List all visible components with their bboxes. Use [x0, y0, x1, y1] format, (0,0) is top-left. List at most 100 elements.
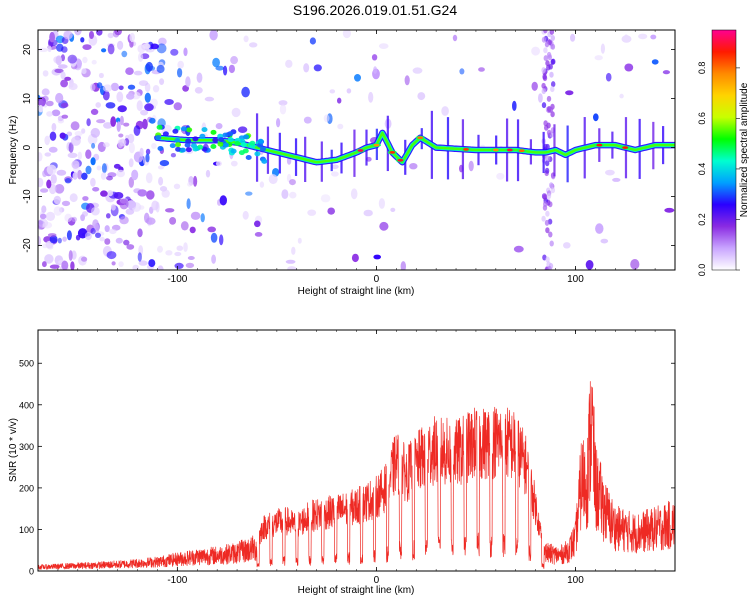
- spectrogram-noise-blob: [46, 179, 52, 189]
- spectrogram-noise-blob: [126, 200, 137, 209]
- spectrogram-ridge-blob: [201, 127, 208, 133]
- spectrogram-noise-blob: [129, 32, 135, 43]
- spectrogram-noise-blob: [77, 151, 83, 160]
- spectrogram-noise-blob: [378, 43, 389, 49]
- spectrogram-noise-blob: [119, 216, 129, 225]
- spectrogram-noise-blob: [550, 86, 555, 93]
- spectrogram-noise-blob: [149, 117, 156, 124]
- spectrogram-ridge-blob: [257, 138, 264, 144]
- spectrogram-noise-blob: [289, 191, 297, 199]
- spectrogram-ridge-blob: [230, 148, 237, 154]
- spectrogram-noise-blob: [242, 210, 249, 220]
- spectrogram-noise-blob: [215, 123, 223, 130]
- spectrogram-noise-blob: [342, 30, 351, 39]
- spectrogram-noise-blob: [350, 188, 358, 200]
- spectrogram-ridge-blob: [186, 127, 193, 133]
- spectrogram-noise-blob: [412, 67, 423, 74]
- spectrogram-noise-blob: [145, 148, 151, 155]
- spectrogram-noise-blob: [545, 210, 550, 217]
- spectrogram-noise-blob: [546, 51, 552, 58]
- spectrogram-noise-blob: [297, 237, 302, 244]
- spectrogram-noise-blob: [150, 43, 159, 50]
- spectrogram-noise-blob: [231, 107, 241, 118]
- spectrogram-noise-blob: [118, 43, 123, 48]
- spectrogram-noise-blob: [110, 116, 117, 127]
- spectrogram-noise-blob: [42, 70, 49, 77]
- spectrogram-xlabel: Height of straight line (km): [298, 286, 415, 297]
- spectrogram-noise-blob: [186, 198, 191, 210]
- spectrogram-noise-blob: [64, 76, 72, 81]
- spectrogram-noise-blob: [100, 190, 108, 197]
- x-tick-label: 100: [567, 274, 584, 285]
- spectrogram-noise-blob: [49, 131, 57, 141]
- spectrogram-noise-blob: [373, 66, 378, 74]
- spectrogram-noise-blob: [215, 65, 225, 71]
- colorbar-scale: [712, 30, 736, 270]
- spectrogram-peak: [417, 136, 424, 140]
- spectrogram-noise-blob: [337, 97, 342, 104]
- spectrogram-noise-blob: [107, 190, 113, 197]
- x-tick-label: -100: [167, 274, 187, 285]
- spectrogram-ridge-blob: [175, 146, 182, 152]
- spectrogram-ridge-blob: [184, 142, 191, 148]
- spectrogram-noise-blob: [550, 35, 555, 41]
- spectrogram-noise-blob: [77, 169, 83, 180]
- spectrogram-noise-blob: [276, 118, 281, 128]
- spectrogram-noise-blob: [210, 232, 218, 243]
- spectrogram-noise-blob: [66, 131, 73, 137]
- spectrogram-noise-blob: [46, 111, 53, 117]
- spectrogram-ridge-blob: [240, 142, 247, 148]
- spectrogram-noise-blob: [44, 254, 54, 264]
- spectrogram-noise-blob: [550, 43, 556, 50]
- spectrogram-noise-blob: [55, 55, 62, 66]
- spectrogram-noise-blob: [550, 187, 556, 194]
- spectrogram-noise-blob: [546, 122, 551, 129]
- spectrogram-noise-blob: [140, 109, 149, 116]
- y-tick-label: 20: [22, 44, 33, 56]
- spectrogram-noise-blob: [90, 108, 99, 115]
- spectrogram-noise-blob: [177, 60, 184, 69]
- spectrogram-noise-blob: [54, 184, 65, 194]
- spectrogram-noise-blob: [106, 251, 117, 260]
- spectrogram-noise-blob: [51, 123, 57, 132]
- spectrogram-noise-blob: [119, 138, 127, 147]
- spectrogram-noise-blob: [67, 54, 78, 64]
- spectrogram-noise-blob: [72, 172, 78, 180]
- spectrogram-noise-blob: [70, 121, 80, 131]
- spectrogram-noise-blob: [38, 105, 44, 113]
- x-tick-label: 0: [374, 575, 380, 586]
- spectrogram-noise-blob: [544, 219, 550, 226]
- spectrogram-noise-blob: [54, 68, 64, 74]
- spectrogram-noise-blob: [68, 142, 74, 154]
- spectrogram-noise-blob: [368, 91, 374, 103]
- spectrogram-noise-blob: [600, 238, 609, 244]
- spectrogram-noise-blob: [71, 216, 77, 223]
- spectrogram-noise-blob: [551, 58, 556, 65]
- spectrogram-ridge-blob: [249, 140, 256, 146]
- spectrogram-noise-blob: [104, 225, 110, 233]
- spectrogram-noise-blob: [90, 127, 101, 138]
- spectrogram-ridge-blob: [238, 150, 245, 156]
- spectrogram-noise-blob: [145, 153, 150, 163]
- spectrogram-noise-blob: [91, 142, 96, 149]
- spectrogram-noise-blob: [61, 260, 69, 270]
- spectrogram-noise-blob: [137, 189, 147, 197]
- spectrogram-noise-blob: [545, 227, 550, 234]
- spectrogram-ridge-blob: [234, 141, 241, 146]
- spectrogram-peak: [357, 149, 364, 152]
- spectrogram-noise-blob: [565, 90, 574, 96]
- spectrogram-ridge-blob: [199, 133, 206, 139]
- spectrogram-noise-blob: [90, 157, 96, 166]
- spectrogram-noise-blob: [543, 30, 548, 34]
- spectrogram-peak: [373, 143, 380, 147]
- spectrogram-noise-blob: [145, 172, 153, 184]
- spectrogram-noise-blob: [546, 193, 552, 199]
- spectrogram-ridge-blob: [223, 142, 229, 148]
- spectrogram-noise-blob: [51, 109, 61, 117]
- spectrogram-noise-blob: [417, 92, 426, 101]
- spectrogram-noise-blob: [173, 102, 182, 111]
- y-tick-label: 500: [19, 359, 34, 369]
- spectrogram-noise-blob: [56, 169, 67, 176]
- spectrogram-ridge-blob: [185, 138, 192, 144]
